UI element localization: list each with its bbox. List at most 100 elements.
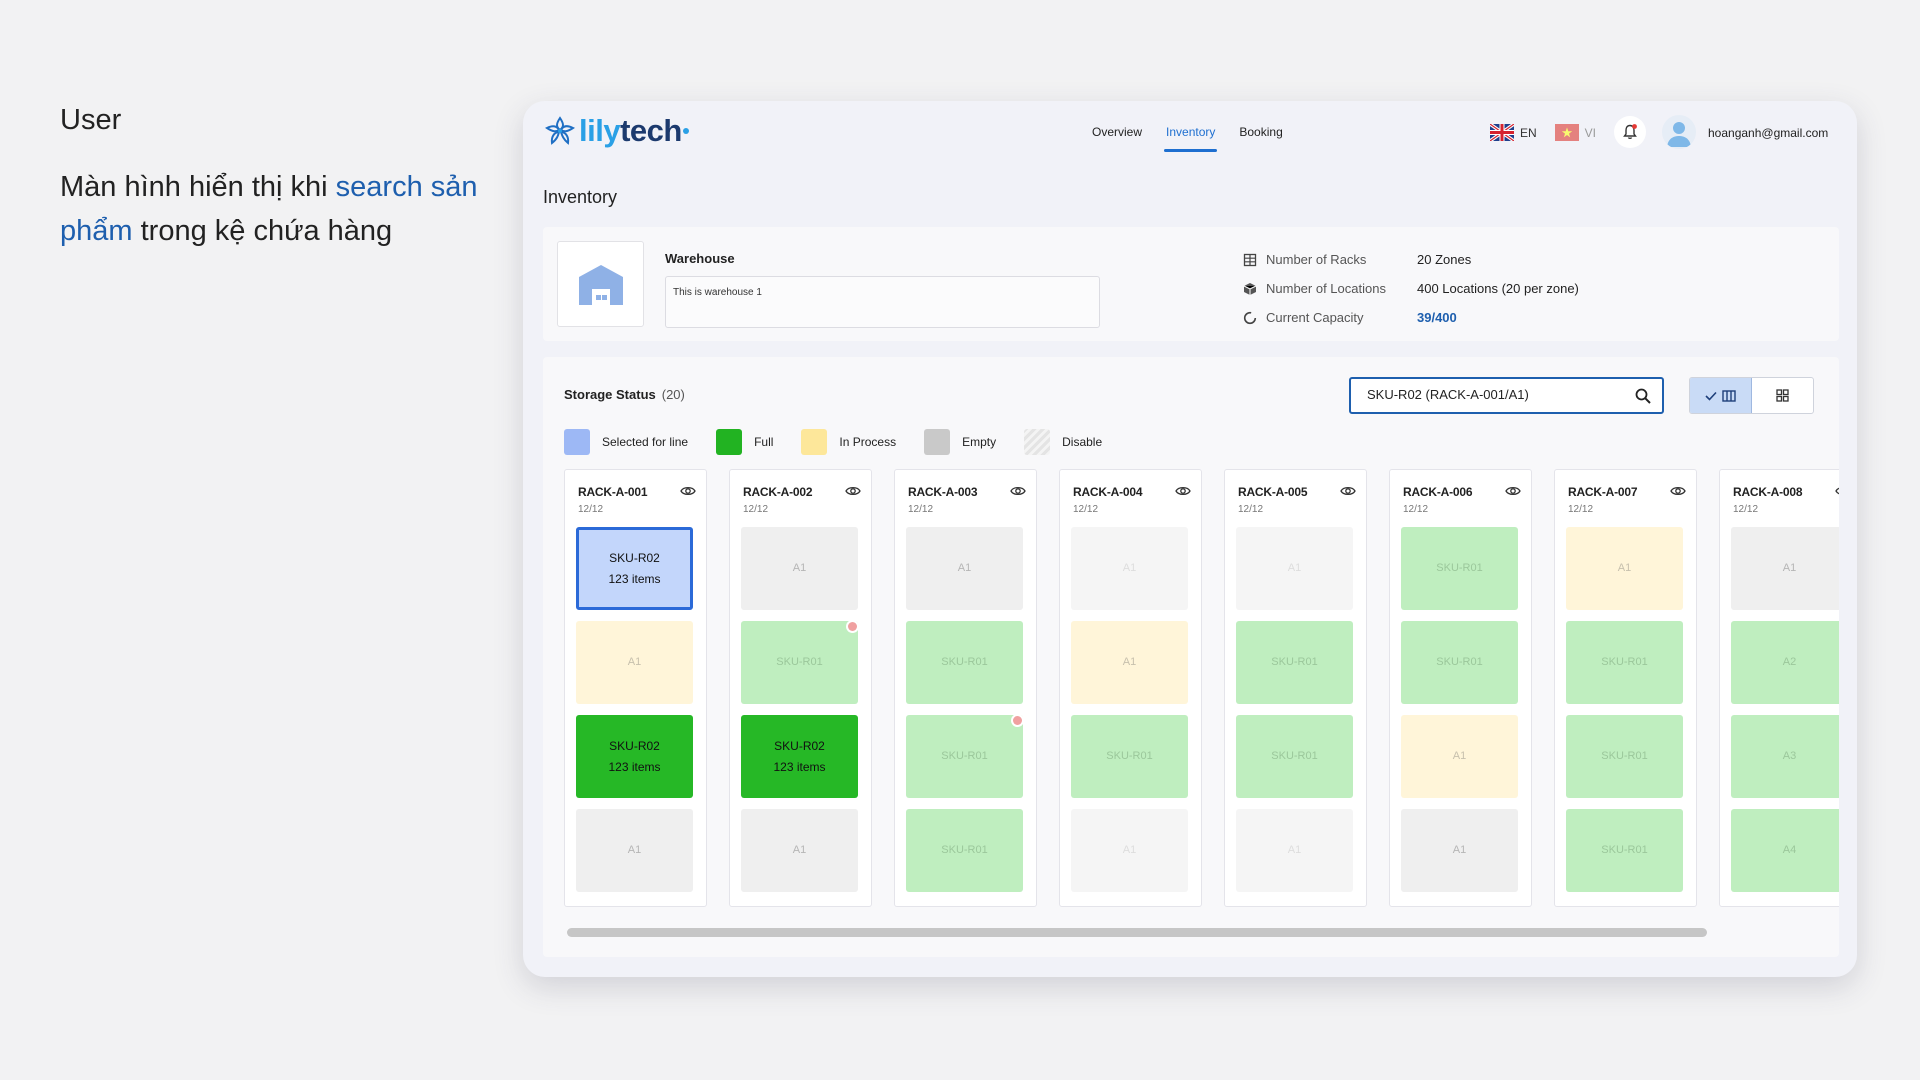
eye-icon[interactable] xyxy=(1340,485,1356,497)
rack-column: RACK-A-003 12/12 A1 SKU-R01 SKU-R01 SKU-R01 xyxy=(894,469,1037,907)
location-cell[interactable]: SKU-R01 xyxy=(906,621,1023,704)
location-cell[interactable]: A1 xyxy=(1566,527,1683,610)
location-cell[interactable]: SKU-R01 xyxy=(906,809,1023,892)
location-cell[interactable]: A1 xyxy=(1236,527,1353,610)
rack-name: RACK-A-001 xyxy=(578,485,648,499)
search-box[interactable] xyxy=(1349,377,1664,414)
eye-icon[interactable] xyxy=(1505,485,1521,497)
cell-label: A1 xyxy=(1452,844,1467,856)
location-cell[interactable]: A1 xyxy=(1071,809,1188,892)
location-cell[interactable]: A4 xyxy=(1731,809,1839,892)
stat-label: Current Capacity xyxy=(1266,310,1364,325)
warehouse-stats: Number of Racks 20 Zones Number of Locat… xyxy=(1243,245,1579,332)
horizontal-scrollbar[interactable] xyxy=(567,928,1707,937)
location-cell[interactable]: A3 xyxy=(1731,715,1839,798)
eye-icon[interactable] xyxy=(680,485,696,497)
eye-icon[interactable] xyxy=(1670,485,1686,497)
search-input[interactable] xyxy=(1367,387,1617,402)
cell-items: 123 items xyxy=(773,759,826,774)
eye-icon[interactable] xyxy=(845,485,861,497)
location-cell[interactable]: A1 xyxy=(741,809,858,892)
location-cell[interactable]: SKU-R02 123 items xyxy=(576,527,693,610)
warning-icon[interactable] xyxy=(1011,714,1024,727)
location-cell[interactable]: SKU-R02 123 items xyxy=(576,715,693,798)
lang-en[interactable]: EN xyxy=(1520,125,1537,140)
cell-label: SKU-R01 xyxy=(1601,750,1648,762)
notification-button[interactable] xyxy=(1614,116,1646,148)
location-cell[interactable]: A1 xyxy=(1401,809,1518,892)
status-legend: Selected for line Full In Process Empty … xyxy=(564,429,1130,455)
cell-label: SKU-R01 xyxy=(941,750,988,762)
uk-flag-icon[interactable] xyxy=(1490,124,1514,141)
cell-label: A1 xyxy=(1122,562,1137,574)
location-cell[interactable]: A1 xyxy=(1731,527,1839,610)
cube-icon xyxy=(1243,282,1257,296)
location-cell[interactable]: A1 xyxy=(1071,527,1188,610)
vn-flag-icon[interactable] xyxy=(1554,124,1579,141)
location-cell[interactable]: SKU-R02 123 items xyxy=(741,715,858,798)
stat-locations: Number of Locations 400 Locations (20 pe… xyxy=(1243,274,1579,303)
location-cell[interactable]: A1 xyxy=(576,621,693,704)
location-cell[interactable]: A1 xyxy=(741,527,858,610)
top-bar: lilytech Overview Inventory Booking EN V… xyxy=(523,101,1857,165)
warning-icon[interactable] xyxy=(846,620,859,633)
stat-label: Number of Locations xyxy=(1266,281,1386,296)
cell-label: SKU-R01 xyxy=(1436,656,1483,668)
location-cell[interactable]: A1 xyxy=(576,809,693,892)
location-cell[interactable]: SKU-R01 xyxy=(1566,621,1683,704)
rack-name: RACK-A-004 xyxy=(1073,485,1143,499)
stat-value[interactable]: 39/400 xyxy=(1417,310,1457,325)
location-cell[interactable]: SKU-R01 xyxy=(1236,621,1353,704)
cell-label: A1 xyxy=(1452,750,1467,762)
location-cell[interactable]: A1 xyxy=(1401,715,1518,798)
location-cell[interactable]: SKU-R01 xyxy=(906,714,1024,798)
cell-label: SKU-R02 xyxy=(609,738,660,753)
cell-label: SKU-R01 xyxy=(941,844,988,856)
rack-cells: A1 SKU-R01 SKU-R01 SKU-R01 xyxy=(1566,527,1683,903)
cell-label: SKU-R01 xyxy=(1106,750,1153,762)
cell-label: SKU-R02 xyxy=(774,738,825,753)
location-cell[interactable]: SKU-R01 xyxy=(1566,809,1683,892)
cell-label: SKU-R02 xyxy=(609,550,660,565)
grid-view-button[interactable] xyxy=(1752,378,1813,413)
cell-label: A1 xyxy=(792,562,807,574)
rack-column: RACK-A-008 12/12 A1 A2 A3 A4 xyxy=(1719,469,1839,907)
nav-booking[interactable]: Booking xyxy=(1239,125,1283,139)
location-cell[interactable]: SKU-R01 xyxy=(1401,527,1518,610)
warehouse-description-field[interactable]: This is warehouse 1 xyxy=(665,276,1100,328)
location-cell[interactable]: A1 xyxy=(1071,621,1188,704)
user-email[interactable]: hoanganh@gmail.com xyxy=(1708,126,1829,140)
cell-items: 123 items xyxy=(608,571,661,586)
location-cell[interactable]: SKU-R01 xyxy=(1071,715,1188,798)
cell-items: 123 items xyxy=(608,759,661,774)
nav-overview[interactable]: Overview xyxy=(1092,125,1143,139)
location-cell[interactable]: SKU-R01 xyxy=(1566,715,1683,798)
rack-cells: SKU-R02 123 items A1 SKU-R02 123 items A1 xyxy=(576,527,693,903)
location-cell[interactable]: SKU-R01 xyxy=(1236,715,1353,798)
location-cell[interactable]: A1 xyxy=(906,527,1023,610)
lang-vi[interactable]: VI xyxy=(1584,125,1597,140)
rack-cells: A1 SKU-R01 SKU-R01 SKU-R01 xyxy=(906,527,1024,903)
nav-inventory[interactable]: Inventory xyxy=(1164,125,1218,152)
column-view-button[interactable] xyxy=(1690,378,1752,413)
search-icon[interactable] xyxy=(1634,387,1652,405)
cell-label: A1 xyxy=(1122,656,1137,668)
eye-icon[interactable] xyxy=(1010,485,1026,497)
legend-swatch xyxy=(924,429,951,455)
location-cell[interactable]: SKU-R01 xyxy=(1401,621,1518,704)
rack-cells: A1 SKU-R01 SKU-R01 A1 xyxy=(1236,527,1353,903)
warehouse-image xyxy=(557,241,644,327)
location-cell[interactable]: SKU-R01 xyxy=(741,620,859,704)
rack-count: 12/12 xyxy=(743,504,769,515)
user-avatar[interactable] xyxy=(1662,115,1696,149)
eye-icon[interactable] xyxy=(1175,485,1191,497)
location-cell[interactable]: A2 xyxy=(1731,621,1839,704)
logo[interactable]: lilytech xyxy=(543,113,689,149)
rack-cells: SKU-R01 SKU-R01 A1 A1 xyxy=(1401,527,1518,903)
cell-label: SKU-R01 xyxy=(941,656,988,668)
rack-count: 12/12 xyxy=(1733,504,1759,515)
location-cell[interactable]: A1 xyxy=(1236,809,1353,892)
eye-icon[interactable] xyxy=(1835,485,1839,497)
cell-label: A1 xyxy=(957,562,972,574)
brand-part1: lily xyxy=(579,113,621,148)
